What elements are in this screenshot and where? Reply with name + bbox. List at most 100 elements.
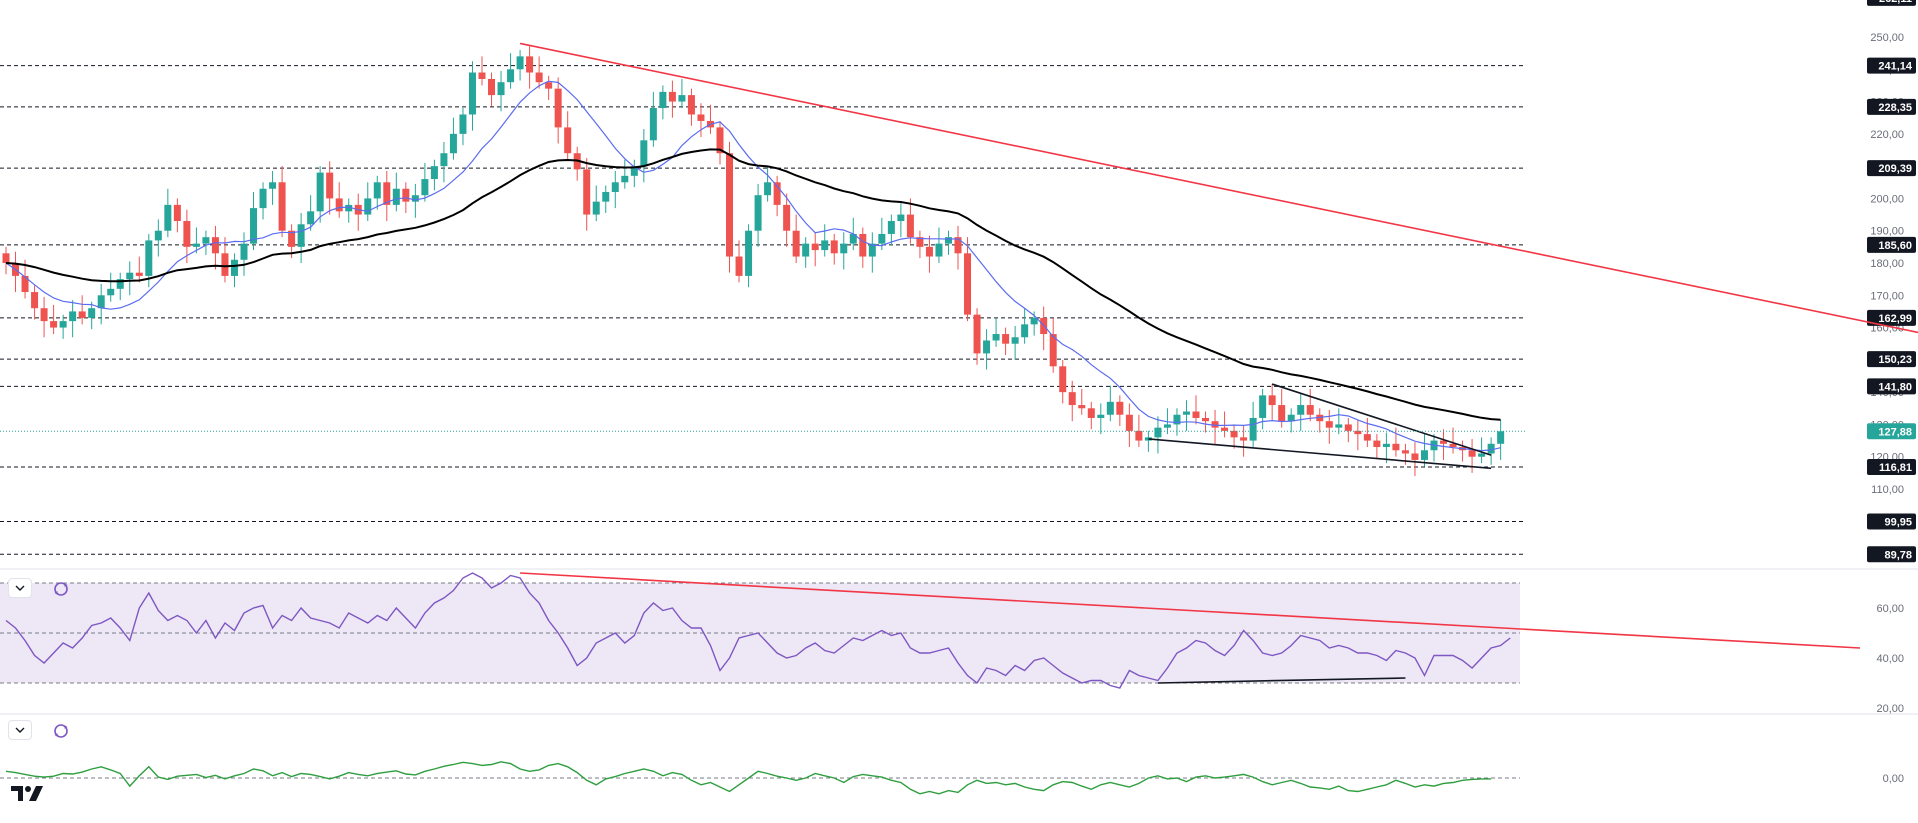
candle bbox=[449, 133, 457, 154]
candle bbox=[668, 91, 676, 102]
candle bbox=[611, 182, 619, 192]
candle bbox=[1468, 450, 1476, 457]
candle bbox=[1392, 443, 1400, 451]
candlestick-series bbox=[2, 45, 1505, 477]
candle bbox=[1297, 405, 1305, 415]
candle bbox=[1497, 431, 1505, 444]
candle bbox=[468, 72, 476, 115]
sync-oscillator-pane-button[interactable] bbox=[52, 722, 70, 740]
candle bbox=[211, 237, 219, 254]
candle bbox=[1059, 366, 1067, 393]
candle bbox=[135, 272, 143, 276]
candle bbox=[545, 82, 553, 89]
level-label-bg bbox=[1867, 546, 1916, 563]
candle bbox=[164, 204, 172, 231]
candle bbox=[1268, 395, 1276, 406]
candle bbox=[754, 195, 762, 231]
candle bbox=[944, 237, 952, 244]
candle bbox=[430, 166, 438, 180]
collapse-rsi-pane-button[interactable] bbox=[8, 578, 32, 598]
candle bbox=[1078, 405, 1086, 409]
tradingview-logo-icon bbox=[11, 786, 43, 801]
rsi-axis-tick-label: 60,00 bbox=[1876, 603, 1904, 615]
candle bbox=[1211, 421, 1219, 428]
candle bbox=[821, 240, 829, 251]
candle bbox=[59, 321, 67, 328]
candle bbox=[402, 188, 410, 202]
candle bbox=[31, 292, 39, 309]
candle bbox=[154, 230, 162, 241]
candle bbox=[326, 172, 334, 199]
candle bbox=[925, 246, 933, 257]
candle bbox=[1173, 414, 1181, 425]
candle bbox=[659, 91, 667, 109]
wedge-support-trendline bbox=[1148, 438, 1492, 470]
candle bbox=[1192, 411, 1200, 418]
candle bbox=[897, 214, 905, 222]
candle bbox=[1097, 414, 1105, 418]
candle bbox=[764, 182, 772, 196]
candle bbox=[1087, 408, 1095, 418]
sync-icon bbox=[54, 582, 68, 596]
tradingview-logo[interactable] bbox=[10, 782, 44, 804]
candle bbox=[583, 169, 591, 215]
candle bbox=[726, 153, 734, 257]
candle bbox=[202, 237, 210, 244]
level-label: 141,80 bbox=[1878, 381, 1912, 393]
candle bbox=[840, 243, 848, 254]
price-axis-tick-label: 220,00 bbox=[1870, 129, 1904, 141]
collapse-oscillator-pane-button[interactable] bbox=[8, 720, 32, 740]
level-label-bg bbox=[1867, 236, 1916, 253]
candle bbox=[1344, 424, 1352, 431]
level-label-bg bbox=[1867, 57, 1916, 74]
price-axis-tick-label: 200,00 bbox=[1870, 193, 1904, 205]
candle bbox=[868, 243, 876, 257]
rsi-axis-tick-label: 20,00 bbox=[1876, 703, 1904, 715]
candle bbox=[69, 311, 77, 322]
candle bbox=[1249, 417, 1257, 441]
candle bbox=[116, 279, 124, 289]
level-label-bg bbox=[1867, 513, 1916, 530]
candle bbox=[1373, 440, 1381, 448]
candle bbox=[1182, 411, 1190, 415]
level-label: 89,78 bbox=[1884, 549, 1912, 561]
candle bbox=[497, 82, 505, 96]
candle bbox=[535, 72, 543, 83]
candle bbox=[192, 243, 200, 247]
chevron-down-icon bbox=[15, 727, 25, 733]
candle bbox=[88, 308, 96, 318]
candle bbox=[906, 214, 914, 238]
candle bbox=[411, 195, 419, 202]
candle bbox=[992, 334, 1000, 341]
candle bbox=[1287, 414, 1295, 422]
candle bbox=[1259, 395, 1267, 418]
candle bbox=[1011, 337, 1019, 344]
candle bbox=[697, 114, 705, 121]
candle bbox=[1116, 401, 1124, 415]
candle bbox=[811, 243, 819, 251]
candle bbox=[602, 191, 610, 202]
candle bbox=[1154, 427, 1162, 438]
candle bbox=[973, 314, 981, 354]
candle bbox=[335, 198, 343, 212]
candle bbox=[145, 240, 153, 276]
candle bbox=[1002, 334, 1010, 344]
candle bbox=[1135, 430, 1143, 441]
candle bbox=[307, 211, 315, 225]
level-label: 241,14 bbox=[1878, 61, 1913, 73]
candle bbox=[40, 308, 48, 322]
ma200-line bbox=[5, 148, 1501, 421]
candle bbox=[288, 230, 296, 247]
candle bbox=[954, 237, 962, 254]
candle bbox=[1411, 453, 1419, 460]
candle bbox=[887, 221, 895, 234]
candle bbox=[1221, 427, 1229, 431]
candle bbox=[745, 230, 753, 276]
candle bbox=[859, 233, 867, 257]
level-label: 228,35 bbox=[1878, 102, 1912, 114]
candle bbox=[21, 275, 29, 293]
candle bbox=[1125, 414, 1133, 431]
candle bbox=[1401, 450, 1409, 454]
sync-rsi-pane-button[interactable] bbox=[52, 580, 70, 598]
